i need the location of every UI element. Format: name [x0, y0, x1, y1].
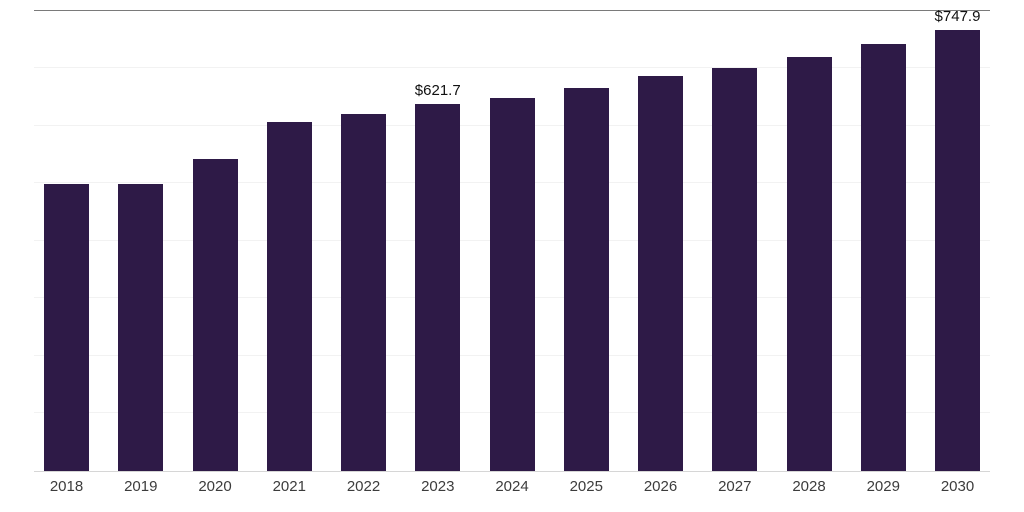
x-tick-2018: 2018 — [49, 478, 84, 495]
bar-column-2019 — [118, 11, 164, 471]
bar-column-2025 — [563, 11, 609, 471]
bar-2026 — [638, 76, 683, 471]
x-tick-2028: 2028 — [792, 478, 826, 495]
x-tick-2022: 2022 — [346, 478, 381, 495]
bar-2025 — [563, 88, 609, 471]
bar-column-2026 — [638, 11, 683, 471]
bar-2020 — [192, 159, 238, 471]
x-tick-2027: 2027 — [718, 478, 752, 495]
bar-2021 — [266, 122, 312, 471]
x-tick-2023: 2023 — [421, 478, 455, 495]
bar-column-2027 — [712, 11, 758, 471]
bar-2022 — [341, 114, 386, 471]
bar-2030 — [935, 30, 980, 471]
bar-2018 — [44, 184, 89, 471]
bar-column-2020 — [192, 11, 238, 471]
bar-column-2022 — [341, 11, 386, 471]
x-tick-2020: 2020 — [198, 478, 232, 495]
x-tick-2029: 2029 — [866, 478, 900, 495]
bar-2029 — [860, 44, 906, 471]
bar-2027 — [712, 68, 758, 471]
bar-2024 — [489, 98, 535, 471]
value-label-2023: $621.7 — [414, 82, 461, 99]
gridline — [34, 67, 990, 68]
x-tick-2025: 2025 — [569, 478, 603, 495]
bar-column-2024 — [489, 11, 535, 471]
bar-column-2029 — [860, 11, 906, 471]
x-tick-2019: 2019 — [124, 478, 158, 495]
bars-container: $621.7 $747.9 — [34, 8, 990, 471]
plot-area: $621.7 $747.9 — [34, 8, 990, 472]
x-axis: 2018 2019 2020 2021 2022 2023 2024 2025 2026 2027… — [34, 478, 990, 495]
x-tick-2026: 2026 — [643, 478, 678, 495]
bar-column-2023: $621.7 — [414, 11, 461, 471]
x-tick-2030: 2030 — [940, 478, 975, 495]
x-tick-2021: 2021 — [272, 478, 306, 495]
x-tick-2024: 2024 — [495, 478, 529, 495]
bar-column-2021 — [266, 11, 312, 471]
bar-2019 — [118, 184, 164, 471]
bar-column-2030: $747.9 — [934, 8, 981, 471]
bar-column-2018 — [44, 11, 89, 471]
bar-2028 — [786, 57, 832, 471]
value-label-2030: $747.9 — [934, 8, 981, 25]
bar-column-2028 — [786, 11, 832, 471]
bar-2023 — [415, 104, 461, 471]
